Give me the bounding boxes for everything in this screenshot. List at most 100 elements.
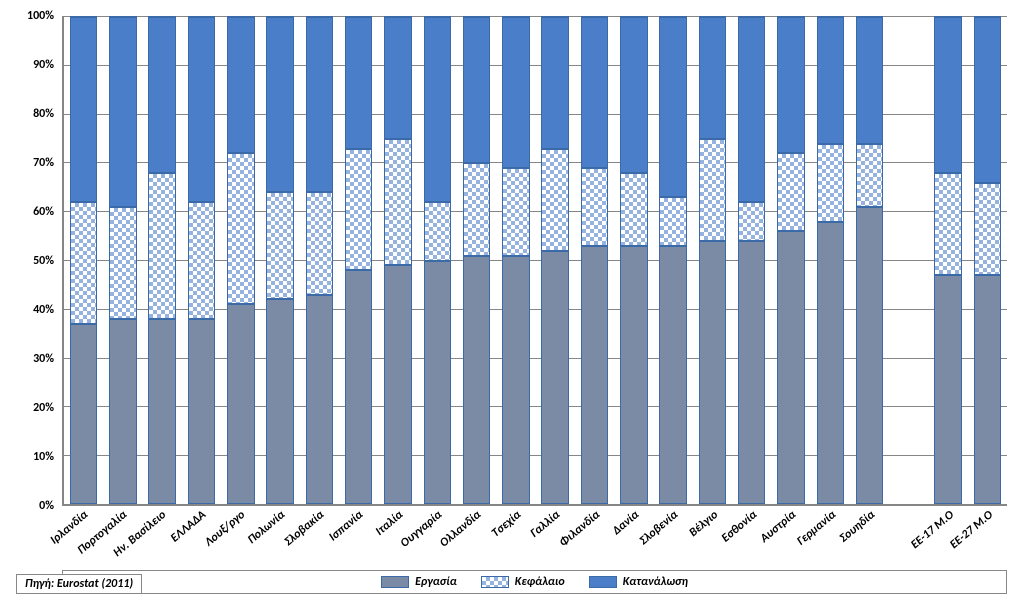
segment-labour (266, 299, 294, 504)
legend-label-capital: Κεφάλαιο (515, 575, 565, 589)
source-caption: Πηγή: Eurostat (2011) (16, 574, 142, 594)
segment-capital (541, 149, 569, 251)
stacked-bar (777, 16, 805, 504)
segment-capital (777, 153, 805, 231)
stacked-bar (817, 16, 845, 504)
segment-consumption (974, 17, 1002, 183)
segment-capital (188, 202, 216, 319)
bar-slot (260, 16, 299, 504)
segment-consumption (620, 17, 648, 173)
segment-capital (738, 202, 766, 241)
stacked-bar (345, 16, 373, 504)
segment-labour (463, 256, 491, 504)
stacked-bar (148, 16, 176, 504)
segment-capital (306, 192, 334, 294)
legend-label-consumption: Κατανάλωση (623, 575, 688, 589)
stacked-bar (384, 16, 412, 504)
bar-slot (732, 16, 771, 504)
segment-consumption (70, 17, 98, 202)
plot-area (62, 16, 1007, 506)
bar-slot (771, 16, 810, 504)
segment-consumption (817, 17, 845, 144)
segment-consumption (738, 17, 766, 202)
segment-capital (148, 173, 176, 319)
stacked-bar (463, 16, 491, 504)
y-axis: 0%10%20%30%40%50%60%70%80%90%100% (12, 16, 62, 506)
segment-labour (424, 261, 452, 505)
stacked-bar (738, 16, 766, 504)
segment-capital (266, 192, 294, 299)
segment-capital (659, 197, 687, 246)
segment-consumption (502, 17, 530, 168)
segment-labour (699, 241, 727, 504)
bar-slot (103, 16, 142, 504)
segment-labour (777, 231, 805, 504)
y-tick-label: 20% (33, 401, 54, 415)
segment-consumption (384, 17, 412, 139)
segment-capital (581, 168, 609, 246)
segment-capital (345, 149, 373, 271)
stacked-bar (306, 16, 334, 504)
bar-slot (614, 16, 653, 504)
spacer-slot (889, 16, 928, 504)
segment-consumption (659, 17, 687, 197)
y-tick-label: 10% (33, 450, 54, 464)
bar-slot (378, 16, 417, 504)
segment-capital (974, 183, 1002, 276)
x-label-slot: ΕΕ-27 Μ.Ο (968, 508, 1007, 568)
x-label-slot: Φιλανδία (574, 508, 613, 568)
segment-consumption (266, 17, 294, 192)
bar-slot (496, 16, 535, 504)
segment-consumption (934, 17, 962, 173)
segment-consumption (856, 17, 884, 144)
segment-capital (109, 207, 137, 319)
segment-labour (738, 241, 766, 504)
segment-labour (581, 246, 609, 504)
y-tick-label: 60% (33, 205, 54, 219)
stacked-bar (188, 16, 216, 504)
segment-capital (699, 139, 727, 241)
segment-consumption (148, 17, 176, 173)
segment-labour (188, 319, 216, 504)
segment-labour (227, 304, 255, 504)
segment-consumption (424, 17, 452, 202)
stacked-bar (581, 16, 609, 504)
segment-capital (817, 144, 845, 222)
y-tick-label: 100% (27, 9, 54, 23)
stacked-bar (699, 16, 727, 504)
segment-capital (70, 202, 98, 324)
x-label-slot: Τσεχία (495, 508, 534, 568)
legend-item-capital: Κεφάλαιο (481, 575, 565, 589)
segment-capital (502, 168, 530, 256)
segment-labour (856, 207, 884, 504)
segment-capital (384, 139, 412, 266)
swatch-consumption-icon (589, 576, 617, 588)
stacked-bar (620, 16, 648, 504)
segment-capital (620, 173, 648, 246)
segment-labour (306, 295, 334, 504)
bar-slot (536, 16, 575, 504)
bar-slot (143, 16, 182, 504)
bar-slot (850, 16, 889, 504)
segment-labour (541, 251, 569, 504)
legend: Εργασία Κεφάλαιο Κατανάλωση (62, 570, 1007, 594)
segment-labour (345, 270, 373, 504)
stacked-bar (70, 16, 98, 504)
stacked-bar (266, 16, 294, 504)
segment-consumption (581, 17, 609, 168)
segment-labour (659, 246, 687, 504)
stacked-bar (541, 16, 569, 504)
segment-capital (856, 144, 884, 207)
stacked-bar (502, 16, 530, 504)
bar-slot (693, 16, 732, 504)
segment-capital (463, 163, 491, 256)
bar-slot (300, 16, 339, 504)
segment-consumption (463, 17, 491, 163)
segment-labour (974, 275, 1002, 504)
legend-item-labour: Εργασία (381, 575, 457, 589)
segment-consumption (306, 17, 334, 192)
segment-labour (817, 222, 845, 504)
chart-container: 0%10%20%30%40%50%60%70%80%90%100% Ιρλανδ… (12, 12, 1011, 596)
segment-labour (148, 319, 176, 504)
segment-consumption (109, 17, 137, 207)
